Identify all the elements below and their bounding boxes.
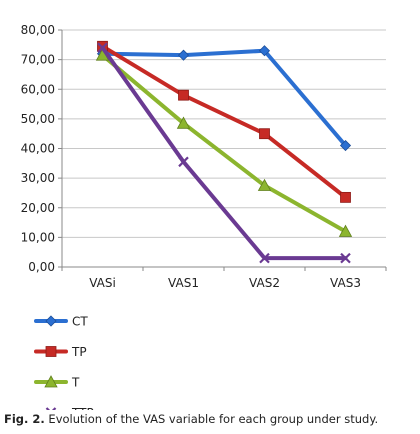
y-tick-label: 70,00	[21, 53, 55, 67]
y-tick-label: 50,00	[21, 112, 55, 126]
legend-marker-tp	[45, 346, 57, 357]
caption-text: Evolution of the VAS variable for each g…	[44, 412, 379, 426]
legend-label-ct: CT	[72, 315, 88, 329]
y-tick-label: 40,00	[21, 142, 55, 156]
legend-marker-ct	[45, 315, 57, 327]
point-tp	[178, 89, 189, 101]
x-tick-label: VAS1	[168, 276, 199, 290]
point-ct	[177, 49, 190, 61]
legend-item-ct: CT	[34, 315, 88, 329]
series-line-t	[100, 53, 348, 234]
legend: CT TP T TTP	[34, 315, 94, 410]
series-tp	[97, 40, 351, 203]
point-ct	[339, 139, 352, 152]
series-line-ttp	[100, 45, 348, 261]
gridlines	[62, 29, 386, 268]
legend-label-t: T	[71, 376, 80, 390]
legend-item-ttp: TTP	[45, 406, 94, 410]
y-tick-label: 20,00	[21, 201, 55, 215]
point-t	[176, 116, 191, 129]
x-tick-label: VAS2	[249, 276, 280, 290]
y-tick-label: 10,00	[21, 230, 55, 244]
y-tick-label: 0,00	[28, 260, 55, 274]
point-ttp	[97, 42, 108, 54]
caption-label: Fig. 2.	[4, 412, 45, 426]
legend-item-t: T	[34, 375, 80, 390]
legend-marker-t	[44, 375, 58, 388]
x-tick-label: VASi	[89, 276, 116, 290]
y-tick-label: 60,00	[21, 82, 55, 96]
point-t	[338, 224, 353, 237]
y-tick-labels: 0,00 10,00 20,00 30,00 40,00 50,00 60,00 70,00 8…	[21, 23, 55, 274]
point-tp	[259, 128, 270, 140]
y-tick-label: 30,00	[21, 171, 55, 185]
line-chart: 0,00 10,00 20,00 30,00 40,00 50,00 60,00 70,00 8…	[21, 23, 387, 410]
point-ttp	[259, 252, 270, 264]
legend-marker-ttp	[45, 407, 57, 410]
point-ct	[258, 45, 271, 57]
figure-caption: Fig. 2. Evolution of the VAS variable fo…	[4, 412, 378, 426]
legend-label-tp: TP	[71, 345, 87, 359]
point-ttp	[178, 156, 189, 168]
x-tick-label: VAS3	[330, 276, 361, 290]
point-t	[257, 178, 272, 191]
series-ct	[96, 45, 352, 152]
axes	[58, 29, 387, 271]
series-layer	[95, 40, 353, 264]
series-t	[95, 48, 353, 237]
point-tp	[340, 191, 351, 203]
legend-item-tp: TP	[34, 345, 87, 359]
series-ttp	[97, 42, 351, 264]
x-tick-labels: VASi VAS1 VAS2 VAS3	[89, 276, 361, 290]
series-line-tp	[100, 44, 348, 200]
y-tick-label: 80,00	[21, 23, 55, 37]
series-line-ct	[100, 48, 348, 148]
point-ttp	[340, 252, 351, 264]
legend-label-ttp: TTP	[71, 406, 94, 410]
